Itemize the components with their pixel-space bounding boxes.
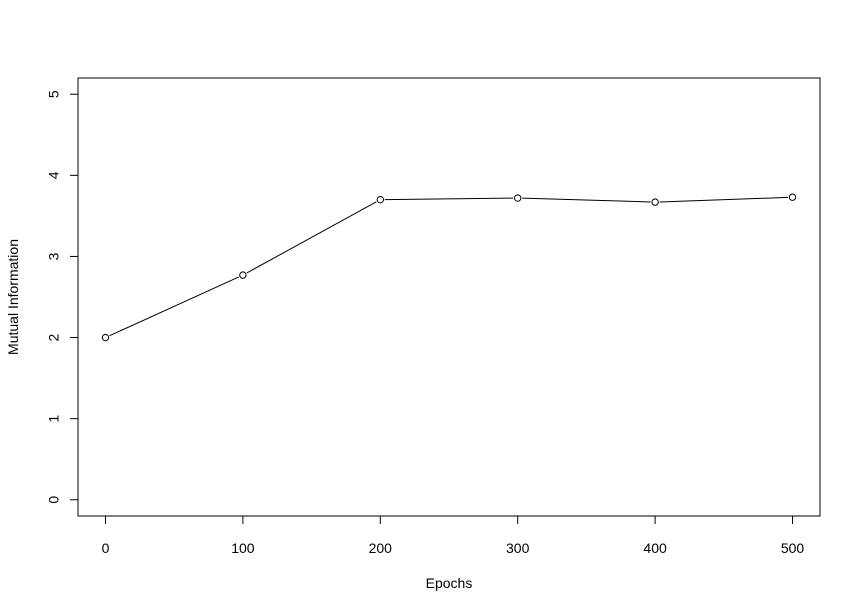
y-tick-label: 1 xyxy=(46,415,62,423)
series-line-segment xyxy=(384,197,514,201)
y-tick-label: 4 xyxy=(46,171,62,179)
series-line-segment xyxy=(246,201,377,274)
series-layer xyxy=(101,193,797,342)
x-tick-label: 500 xyxy=(781,540,805,556)
x-tick-label: 100 xyxy=(231,540,255,556)
series-line-segment xyxy=(522,197,651,203)
plot-frame xyxy=(77,77,821,517)
data-point xyxy=(514,194,522,202)
y-tick-label: 2 xyxy=(46,333,62,341)
y-tick-label: 5 xyxy=(46,90,62,98)
y-axis-label: Mutual Information xyxy=(5,239,21,355)
series-line-segment xyxy=(109,276,239,337)
y-tick-label: 0 xyxy=(46,496,62,504)
x-axis: 0 100 200 300 400 500 xyxy=(102,515,805,556)
data-point xyxy=(239,271,247,279)
x-tick-label: 400 xyxy=(643,540,667,556)
series-line-segment xyxy=(659,196,789,203)
x-axis-label: Epochs xyxy=(426,575,473,591)
x-tick-label: 0 xyxy=(102,540,110,556)
data-point xyxy=(101,333,110,342)
y-axis: 0 1 2 3 4 5 xyxy=(46,90,79,504)
x-tick-label: 200 xyxy=(369,540,393,556)
x-tick-label: 300 xyxy=(506,540,530,556)
data-point xyxy=(376,195,384,204)
data-point xyxy=(651,198,659,206)
y-tick-label: 3 xyxy=(46,252,62,260)
data-point xyxy=(788,193,797,201)
